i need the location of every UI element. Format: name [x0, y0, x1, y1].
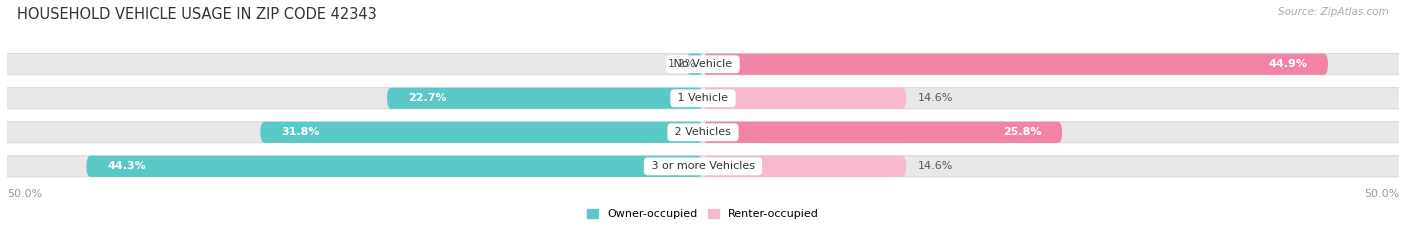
- FancyBboxPatch shape: [387, 88, 703, 109]
- FancyBboxPatch shape: [3, 156, 1403, 177]
- FancyBboxPatch shape: [703, 88, 907, 109]
- FancyBboxPatch shape: [3, 88, 1403, 109]
- Text: Source: ZipAtlas.com: Source: ZipAtlas.com: [1278, 7, 1389, 17]
- FancyBboxPatch shape: [86, 156, 703, 177]
- Text: 1.2%: 1.2%: [668, 59, 696, 69]
- FancyBboxPatch shape: [703, 156, 907, 177]
- Text: No Vehicle: No Vehicle: [671, 59, 735, 69]
- FancyBboxPatch shape: [3, 54, 1403, 75]
- FancyBboxPatch shape: [703, 122, 1062, 143]
- Text: 25.8%: 25.8%: [1002, 127, 1042, 137]
- Text: HOUSEHOLD VEHICLE USAGE IN ZIP CODE 42343: HOUSEHOLD VEHICLE USAGE IN ZIP CODE 4234…: [17, 7, 377, 22]
- Legend: Owner-occupied, Renter-occupied: Owner-occupied, Renter-occupied: [586, 209, 820, 219]
- Text: 2 Vehicles: 2 Vehicles: [671, 127, 735, 137]
- FancyBboxPatch shape: [260, 122, 703, 143]
- Text: 1 Vehicle: 1 Vehicle: [675, 93, 731, 103]
- FancyBboxPatch shape: [686, 54, 703, 75]
- Text: 14.6%: 14.6%: [917, 93, 953, 103]
- Text: 44.9%: 44.9%: [1268, 59, 1308, 69]
- Text: 14.6%: 14.6%: [917, 161, 953, 171]
- Text: 50.0%: 50.0%: [7, 190, 42, 200]
- Text: 3 or more Vehicles: 3 or more Vehicles: [648, 161, 758, 171]
- Text: 50.0%: 50.0%: [1364, 190, 1399, 200]
- Text: 22.7%: 22.7%: [408, 93, 447, 103]
- Text: 31.8%: 31.8%: [281, 127, 319, 137]
- Text: 44.3%: 44.3%: [107, 161, 146, 171]
- FancyBboxPatch shape: [3, 122, 1403, 143]
- FancyBboxPatch shape: [703, 54, 1329, 75]
